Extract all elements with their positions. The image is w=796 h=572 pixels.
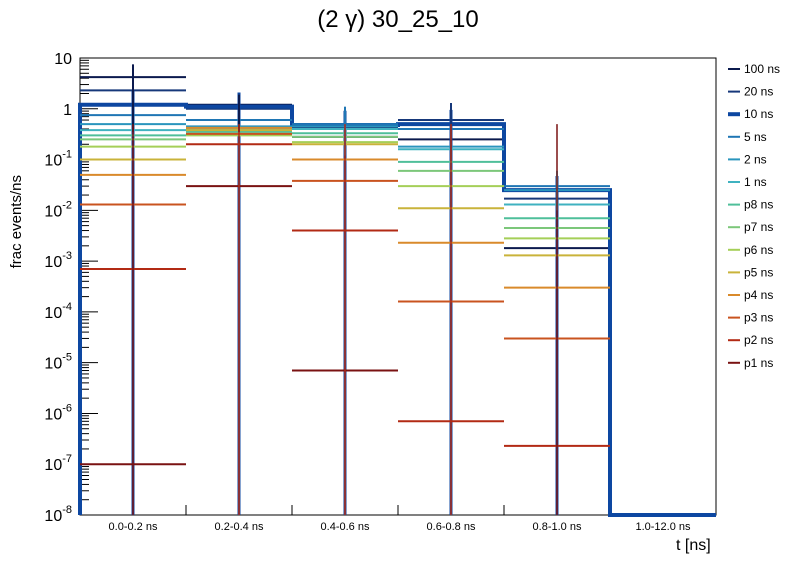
legend-label: p5 ns	[744, 265, 773, 279]
legend-label: p8 ns	[744, 198, 773, 212]
y-tick-label: 10-8	[44, 504, 72, 525]
legend-label: 5 ns	[744, 130, 767, 144]
legend-label: p7 ns	[744, 220, 773, 234]
legend-label: p4 ns	[744, 288, 773, 302]
legend-label: 1 ns	[744, 175, 767, 189]
series-10ns-step	[78, 102, 716, 517]
x-tick-label: 0.2-0.4 ns	[215, 521, 264, 533]
y-tick-label: 10-4	[44, 301, 72, 322]
legend-label: 10 ns	[744, 107, 773, 121]
y-tick-label: 10-6	[44, 402, 72, 423]
legend-label: 2 ns	[744, 152, 767, 166]
y-tick-label: 10-1	[44, 149, 72, 170]
legend-label: p1 ns	[744, 356, 773, 370]
legend-label: 100 ns	[744, 62, 780, 76]
x-tick-label: 0.6-0.8 ns	[427, 521, 476, 533]
legend-label: 20 ns	[744, 85, 773, 99]
y-tick-label: 1	[63, 102, 72, 119]
legend-label: p6 ns	[744, 243, 773, 257]
y-tick-label: 10-3	[44, 250, 72, 271]
x-tick-label: 1.0-12.0 ns	[635, 521, 691, 533]
legend-label: p2 ns	[744, 333, 773, 347]
x-tick-label: 0.8-1.0 ns	[533, 521, 582, 533]
y-tick-label: 10	[54, 51, 72, 68]
y-tick-label: 10-5	[44, 352, 72, 373]
y-tick-label: 10-7	[44, 453, 72, 474]
y-tick-label: 10-2	[44, 199, 72, 220]
x-tick-label: 0.4-0.6 ns	[321, 521, 370, 533]
chart-title: (2 γ) 30_25_10	[317, 6, 479, 33]
x-axis-label: t [ns]	[676, 537, 711, 554]
x-tick-label: 0.0-0.2 ns	[109, 521, 158, 533]
legend-label: p3 ns	[744, 311, 773, 325]
